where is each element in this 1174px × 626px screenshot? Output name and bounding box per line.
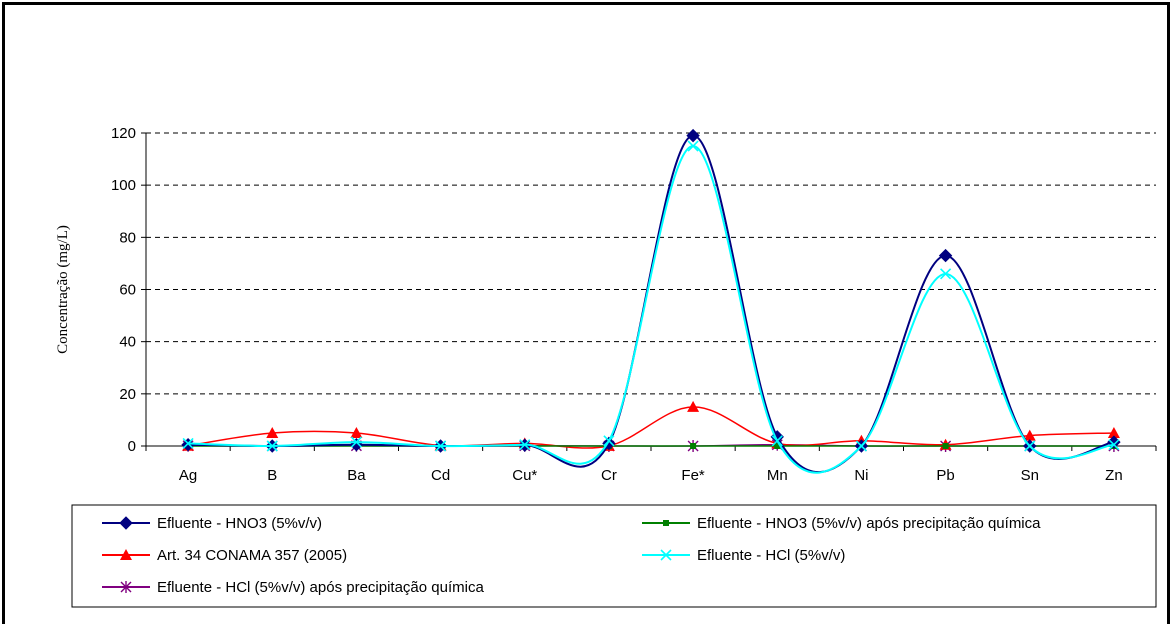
data-point [690,443,697,449]
legend-marker [120,581,132,593]
data-point [435,440,447,452]
x-tick-label: Ba [347,467,366,484]
y-tick-label: 80 [119,229,136,246]
x-tick-label: B [267,467,277,484]
data-point [771,435,783,447]
legend-item: Efluente - HNO3 (5%v/v) [102,515,322,532]
x-tick-label: Pb [936,467,954,484]
data-point [350,436,362,448]
x-tick-label: Cd [431,467,450,484]
data-point [938,248,953,263]
data-point [1107,426,1120,438]
data-point [687,400,700,412]
data-point [519,439,531,451]
data-point [686,128,700,143]
y-axis-label: Concentração (mg/L) [55,225,71,354]
legend-marker [119,516,133,530]
x-tick-label: Ag [179,467,197,484]
legend-label: Efluente - HCl (5%v/v) [697,547,845,564]
data-point [940,268,952,280]
legend-item: Efluente - HCl (5%v/v) após precipitação… [102,579,484,596]
x-tick-label: Fe* [681,467,705,484]
data-point [1024,440,1036,452]
data-point [349,437,364,452]
y-tick-label: 60 [119,282,136,299]
legend-item: Art. 34 CONAMA 357 (2005) [102,547,347,564]
y-tick-label: 20 [119,386,136,403]
series-line [187,406,1114,449]
legend-label: Art. 34 CONAMA 357 (2005) [157,547,347,564]
y-tick-label: 0 [128,438,136,455]
legend-marker [660,549,672,561]
x-tick-label: Sn [1021,467,1039,484]
x-tick-label: Ni [854,467,868,484]
legend-label: Efluente - HNO3 (5%v/v) [157,515,322,532]
y-tick-label: 120 [111,125,136,142]
legend-item: Efluente - HCl (5%v/v) [642,547,845,564]
data-point [774,443,781,449]
y-tick-label: 40 [119,334,136,351]
series-0 [181,128,1121,474]
legend-marker [663,520,669,526]
data-point [266,426,279,438]
data-point [687,140,699,152]
legend [71,504,1157,608]
data-point [603,435,615,447]
data-point [350,426,363,438]
x-tick-label: Cr [601,467,617,484]
legend-label: Efluente - HCl (5%v/v) após precipitação… [157,579,484,596]
x-tick-label: Mn [767,467,788,484]
data-point [266,440,278,452]
x-tick-label: Zn [1105,467,1123,484]
data-point [182,437,194,449]
data-point [942,443,949,449]
data-point [855,440,867,452]
data-point [1023,429,1036,441]
y-tick-label: 100 [111,177,136,194]
data-point [1108,439,1120,451]
series-3 [182,140,1120,474]
legend-item: Efluente - HNO3 (5%v/v) após precipitaçã… [642,515,1041,532]
legend-marker [120,549,132,560]
series-line [188,134,1115,474]
legend-label: Efluente - HNO3 (5%v/v) após precipitaçã… [697,515,1041,532]
x-tick-label: Cu* [512,467,537,484]
